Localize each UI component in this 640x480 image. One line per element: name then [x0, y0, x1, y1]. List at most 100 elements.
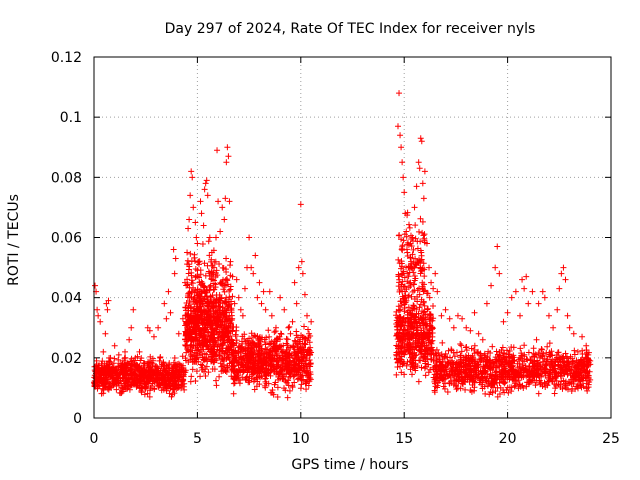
data-point [210, 325, 217, 332]
data-point [129, 381, 136, 388]
data-point [170, 359, 177, 366]
data-point [233, 327, 240, 334]
data-point [398, 320, 405, 327]
data-point [480, 363, 487, 370]
data-point [233, 276, 240, 283]
data-point [239, 312, 246, 319]
data-point [551, 390, 558, 397]
data-point [436, 366, 443, 373]
data-point [558, 373, 565, 380]
data-point [231, 373, 238, 380]
data-point [481, 367, 488, 374]
data-point [105, 357, 112, 364]
data-point [575, 372, 582, 379]
data-point [274, 393, 281, 400]
data-point [284, 366, 291, 373]
data-point [171, 354, 178, 361]
data-point [504, 309, 511, 316]
data-point [492, 264, 499, 271]
data-point [273, 358, 280, 365]
data-point [179, 381, 186, 388]
data-point [206, 272, 213, 279]
data-point [401, 189, 408, 196]
data-point [193, 234, 200, 241]
data-point [413, 327, 420, 334]
data-point [395, 283, 402, 290]
data-point [246, 234, 253, 241]
data-point [210, 264, 217, 271]
data-point [193, 336, 200, 343]
data-point [193, 328, 200, 335]
data-point [222, 305, 229, 312]
data-point [160, 360, 167, 367]
data-point [225, 337, 232, 344]
data-point [109, 373, 116, 380]
data-point [262, 384, 269, 391]
data-point [194, 286, 201, 293]
data-point [221, 311, 228, 318]
data-point [201, 260, 208, 267]
data-point [204, 192, 211, 199]
data-point [410, 330, 417, 337]
data-point [190, 352, 197, 359]
data-point [223, 369, 230, 376]
data-point [406, 269, 413, 276]
data-point [219, 264, 226, 271]
data-point [440, 383, 447, 390]
y-tick-labels: 0 0.02 0.04 0.06 0.08 0.1 0.12 [51, 50, 82, 427]
data-point [163, 383, 170, 390]
data-point [240, 367, 247, 374]
data-point [400, 327, 407, 334]
data-point [449, 361, 456, 368]
data-point [395, 273, 402, 280]
data-point [417, 135, 424, 142]
data-point [100, 348, 107, 355]
data-point [99, 385, 106, 392]
data-point [514, 360, 521, 367]
data-point [255, 367, 262, 374]
data-point [417, 247, 424, 254]
data-point [201, 308, 208, 315]
data-point [405, 318, 412, 325]
data-point [211, 259, 218, 266]
data-point [248, 349, 255, 356]
data-point [231, 357, 238, 364]
data-point [161, 300, 168, 307]
data-point [516, 354, 523, 361]
x-tick-label: 15 [395, 431, 413, 447]
data-point [415, 378, 422, 385]
data-point [97, 374, 104, 381]
data-point [145, 380, 152, 387]
data-point [97, 318, 104, 325]
data-point [462, 344, 469, 351]
data-point [503, 347, 510, 354]
data-point [223, 255, 230, 262]
data-point [443, 364, 450, 371]
data-point [579, 333, 586, 340]
data-point [251, 361, 258, 368]
data-point [414, 323, 421, 330]
data-point [222, 324, 229, 331]
data-point [492, 388, 499, 395]
data-point [393, 352, 400, 359]
data-point [433, 346, 440, 353]
data-point [291, 379, 298, 386]
data-point [293, 360, 300, 367]
data-point [545, 312, 552, 319]
data-point [212, 284, 219, 291]
data-point [458, 374, 465, 381]
data-point [555, 362, 562, 369]
data-point [459, 381, 466, 388]
data-point [280, 357, 287, 364]
data-point [262, 375, 269, 382]
data-point [93, 357, 100, 364]
data-point [262, 306, 269, 313]
data-point [550, 324, 557, 331]
data-point [435, 349, 442, 356]
data-point [211, 343, 218, 350]
data-point [210, 352, 217, 359]
data-point [154, 379, 161, 386]
data-point [219, 348, 226, 355]
data-point [187, 250, 194, 257]
data-point [486, 364, 493, 371]
